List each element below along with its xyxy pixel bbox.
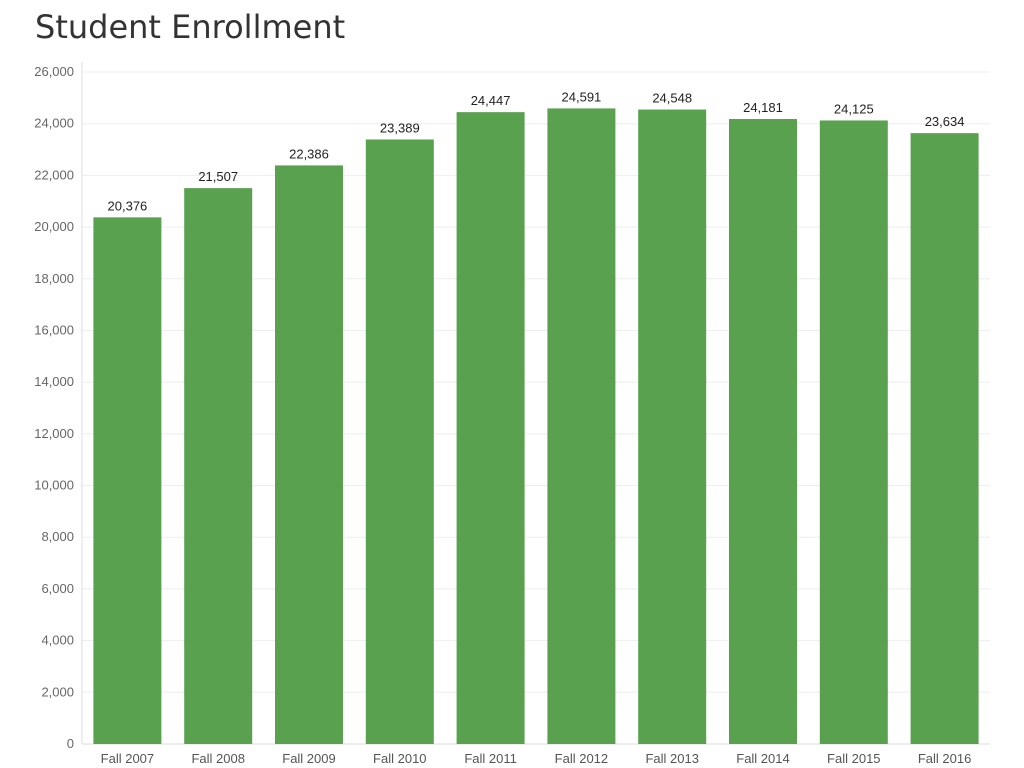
y-tick-label: 0 bbox=[67, 736, 74, 751]
x-tick-label: Fall 2014 bbox=[736, 751, 789, 766]
data-label: 20,376 bbox=[108, 198, 148, 213]
bar bbox=[638, 109, 707, 744]
bar bbox=[365, 139, 434, 744]
x-tick-label: Fall 2013 bbox=[645, 751, 698, 766]
y-tick-label: 18,000 bbox=[34, 271, 74, 286]
y-axis: 0 2,000 4,000 6,000 8,000 10,000 12,000 14,000 1… bbox=[34, 62, 990, 751]
data-label: 24,591 bbox=[562, 89, 602, 104]
y-tick-label: 2,000 bbox=[41, 684, 74, 699]
y-tick-label: 26,000 bbox=[34, 64, 74, 79]
x-tick-label: Fall 2011 bbox=[464, 751, 517, 766]
bar bbox=[275, 165, 343, 744]
data-label: 24,447 bbox=[471, 93, 511, 108]
y-tick-label: 20,000 bbox=[34, 219, 74, 234]
data-label: 24,181 bbox=[743, 100, 783, 115]
data-label: 22,386 bbox=[289, 146, 329, 161]
x-tick-label: Fall 2009 bbox=[282, 751, 335, 766]
x-tick-label: Fall 2015 bbox=[827, 751, 880, 766]
bar bbox=[547, 108, 616, 744]
bar bbox=[93, 217, 162, 744]
y-tick-label: 4,000 bbox=[41, 633, 74, 648]
x-tick-label: Fall 2012 bbox=[555, 751, 608, 766]
data-label: 24,548 bbox=[652, 91, 692, 106]
bars bbox=[93, 108, 979, 745]
y-tick-label: 8,000 bbox=[41, 529, 74, 544]
x-axis: Fall 2007 Fall 2008 Fall 2009 Fall 2010 Fall… bbox=[101, 751, 972, 766]
data-label: 21,507 bbox=[198, 169, 238, 184]
y-tick-label: 6,000 bbox=[41, 581, 74, 596]
x-tick-label: Fall 2007 bbox=[101, 751, 154, 766]
bar bbox=[819, 120, 888, 744]
y-tick-label: 10,000 bbox=[34, 478, 74, 493]
bar bbox=[184, 188, 253, 744]
bar bbox=[729, 119, 797, 744]
data-label: 24,125 bbox=[834, 101, 874, 116]
bar bbox=[910, 133, 979, 745]
y-tick-label: 14,000 bbox=[34, 374, 74, 389]
data-labels: 20,376 21,507 22,386 23,389 24,447 24,591 24,5… bbox=[108, 89, 965, 213]
data-label: 23,634 bbox=[925, 114, 965, 129]
x-tick-label: Fall 2016 bbox=[918, 751, 971, 766]
x-tick-label: Fall 2008 bbox=[191, 751, 244, 766]
data-label: 23,389 bbox=[380, 120, 420, 135]
bar bbox=[456, 112, 525, 744]
y-tick-label: 24,000 bbox=[34, 116, 74, 131]
chart-title: Student Enrollment bbox=[35, 8, 346, 46]
y-tick-label: 22,000 bbox=[34, 167, 74, 182]
y-tick-label: 16,000 bbox=[34, 322, 74, 337]
x-tick-label: Fall 2010 bbox=[373, 751, 426, 766]
y-tick-label: 12,000 bbox=[34, 426, 74, 441]
